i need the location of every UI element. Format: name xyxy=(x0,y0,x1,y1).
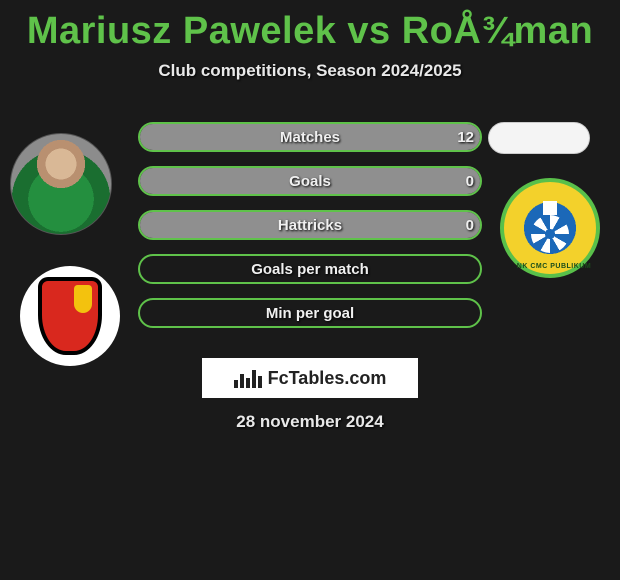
stat-bar: Goals per match xyxy=(138,254,482,284)
player-right-photo xyxy=(488,122,590,154)
castle-icon xyxy=(543,201,557,215)
stat-bar-value-left: 12 xyxy=(457,124,474,150)
stat-bar-label: Goals per match xyxy=(140,256,480,282)
page-title: Mariusz Pawelek vs RoÅ¾man xyxy=(0,0,620,53)
club-right-badge: NK CMC PUBLIKUM xyxy=(500,178,600,278)
club-right-inner-icon xyxy=(527,205,573,251)
stat-bar: Matches12 xyxy=(138,122,482,152)
brand-text: FcTables.com xyxy=(268,368,387,389)
soccer-ball-icon xyxy=(531,215,569,253)
stat-bar: Goals0 xyxy=(138,166,482,196)
club-left-badge xyxy=(20,266,120,366)
bar-chart-icon xyxy=(234,368,262,388)
stat-bar-value-left: 0 xyxy=(466,168,474,194)
comparison-bars: Matches12Goals0Hattricks0Goals per match… xyxy=(138,122,482,342)
stat-bar: Min per goal xyxy=(138,298,482,328)
player-left-photo xyxy=(10,133,112,235)
brand-box: FcTables.com xyxy=(202,358,418,398)
stat-bar-label: Goals xyxy=(140,168,480,194)
stat-bar-value-left: 0 xyxy=(466,212,474,238)
page-subtitle: Club competitions, Season 2024/2025 xyxy=(0,61,620,81)
stat-bar-label: Hattricks xyxy=(140,212,480,238)
club-right-text: NK CMC PUBLIKUM xyxy=(504,263,604,270)
stat-bar-label: Matches xyxy=(140,124,480,150)
stat-bar: Hattricks0 xyxy=(138,210,482,240)
comparison-infographic: Mariusz Pawelek vs RoÅ¾man Club competit… xyxy=(0,0,620,580)
shield-icon xyxy=(38,277,102,355)
stat-bar-label: Min per goal xyxy=(140,300,480,326)
date-line: 28 november 2024 xyxy=(0,412,620,432)
